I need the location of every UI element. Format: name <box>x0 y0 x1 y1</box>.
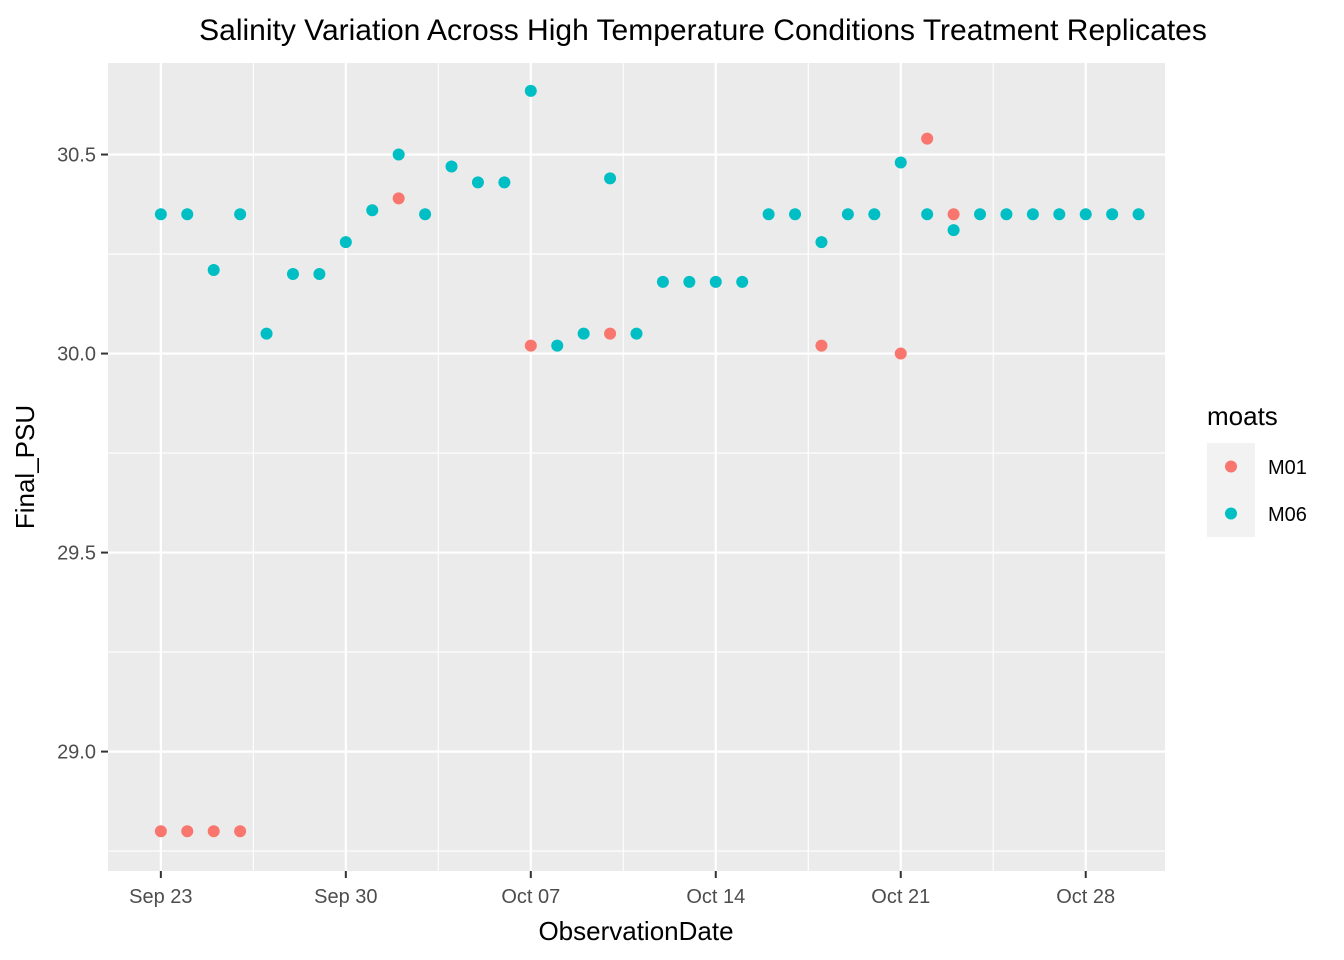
data-point <box>736 275 749 288</box>
major-gridlines <box>108 63 1165 871</box>
data-points <box>154 84 1145 838</box>
data-point <box>1106 208 1119 221</box>
data-point <box>789 208 802 221</box>
data-point <box>1053 208 1066 221</box>
legend-swatch <box>1225 460 1237 473</box>
legend-label: M06 <box>1268 504 1307 526</box>
data-point <box>551 339 564 352</box>
y-axis: 29.0 29.5 30.0 30.5 <box>57 145 108 764</box>
data-point <box>683 275 696 288</box>
data-point <box>207 263 220 276</box>
data-point <box>286 267 299 280</box>
data-point <box>974 208 987 221</box>
data-point <box>498 176 511 189</box>
data-point <box>392 148 405 161</box>
minor-gridlines <box>108 63 1165 871</box>
y-tick-label: 29.5 <box>57 543 96 565</box>
data-point <box>154 208 167 221</box>
x-tick-label: Oct 28 <box>1056 886 1115 908</box>
x-axis-title: ObservationDate <box>538 916 733 946</box>
data-point <box>445 160 458 173</box>
legend-label: M01 <box>1268 457 1307 479</box>
data-point <box>947 224 960 237</box>
x-tick-label: Sep 30 <box>314 886 377 908</box>
data-point <box>260 327 273 340</box>
data-point <box>604 327 617 340</box>
data-point <box>815 339 828 352</box>
x-axis: Sep 23 Sep 30 Oct 07 Oct 14 Oct 21 Oct 28 <box>129 871 1115 908</box>
legend: moats M01 M06 <box>1207 401 1307 537</box>
data-point <box>524 84 537 97</box>
data-point <box>1000 208 1013 221</box>
chart-title: Salinity Variation Across High Temperatu… <box>199 14 1207 47</box>
y-tick-label: 30.0 <box>57 344 96 366</box>
data-point <box>656 275 669 288</box>
data-point <box>894 156 907 169</box>
data-point <box>471 176 484 189</box>
data-point <box>154 825 167 838</box>
data-point <box>1026 208 1039 221</box>
data-point <box>921 132 934 145</box>
data-point <box>234 208 247 221</box>
data-point <box>339 236 352 249</box>
data-point <box>709 275 722 288</box>
data-point <box>181 208 194 221</box>
x-tick-label: Oct 14 <box>686 886 745 908</box>
data-point <box>419 208 432 221</box>
legend-title: moats <box>1207 401 1278 431</box>
data-point <box>524 339 537 352</box>
y-tick-label: 30.5 <box>57 145 96 167</box>
y-tick-label: 29.0 <box>57 742 96 764</box>
data-point <box>841 208 854 221</box>
data-point <box>234 825 247 838</box>
data-point <box>366 204 379 217</box>
y-axis-title: Final_PSU <box>10 405 40 529</box>
data-point <box>181 825 194 838</box>
data-point <box>1132 208 1145 221</box>
data-point <box>762 208 775 221</box>
series-M01 <box>154 132 960 838</box>
data-point <box>1079 208 1092 221</box>
x-tick-label: Sep 23 <box>129 886 192 908</box>
data-point <box>207 825 220 838</box>
data-point <box>921 208 934 221</box>
data-point <box>947 208 960 221</box>
data-point <box>894 347 907 360</box>
legend-swatch <box>1225 507 1237 520</box>
plot-panel <box>108 63 1165 871</box>
data-point <box>815 236 828 249</box>
series-M06 <box>154 84 1145 352</box>
data-point <box>604 172 617 185</box>
data-point <box>868 208 881 221</box>
data-point <box>630 327 643 340</box>
data-point <box>392 192 405 205</box>
x-tick-label: Oct 21 <box>871 886 930 908</box>
data-point <box>313 267 326 280</box>
data-point <box>577 327 590 340</box>
x-tick-label: Oct 07 <box>501 886 560 908</box>
